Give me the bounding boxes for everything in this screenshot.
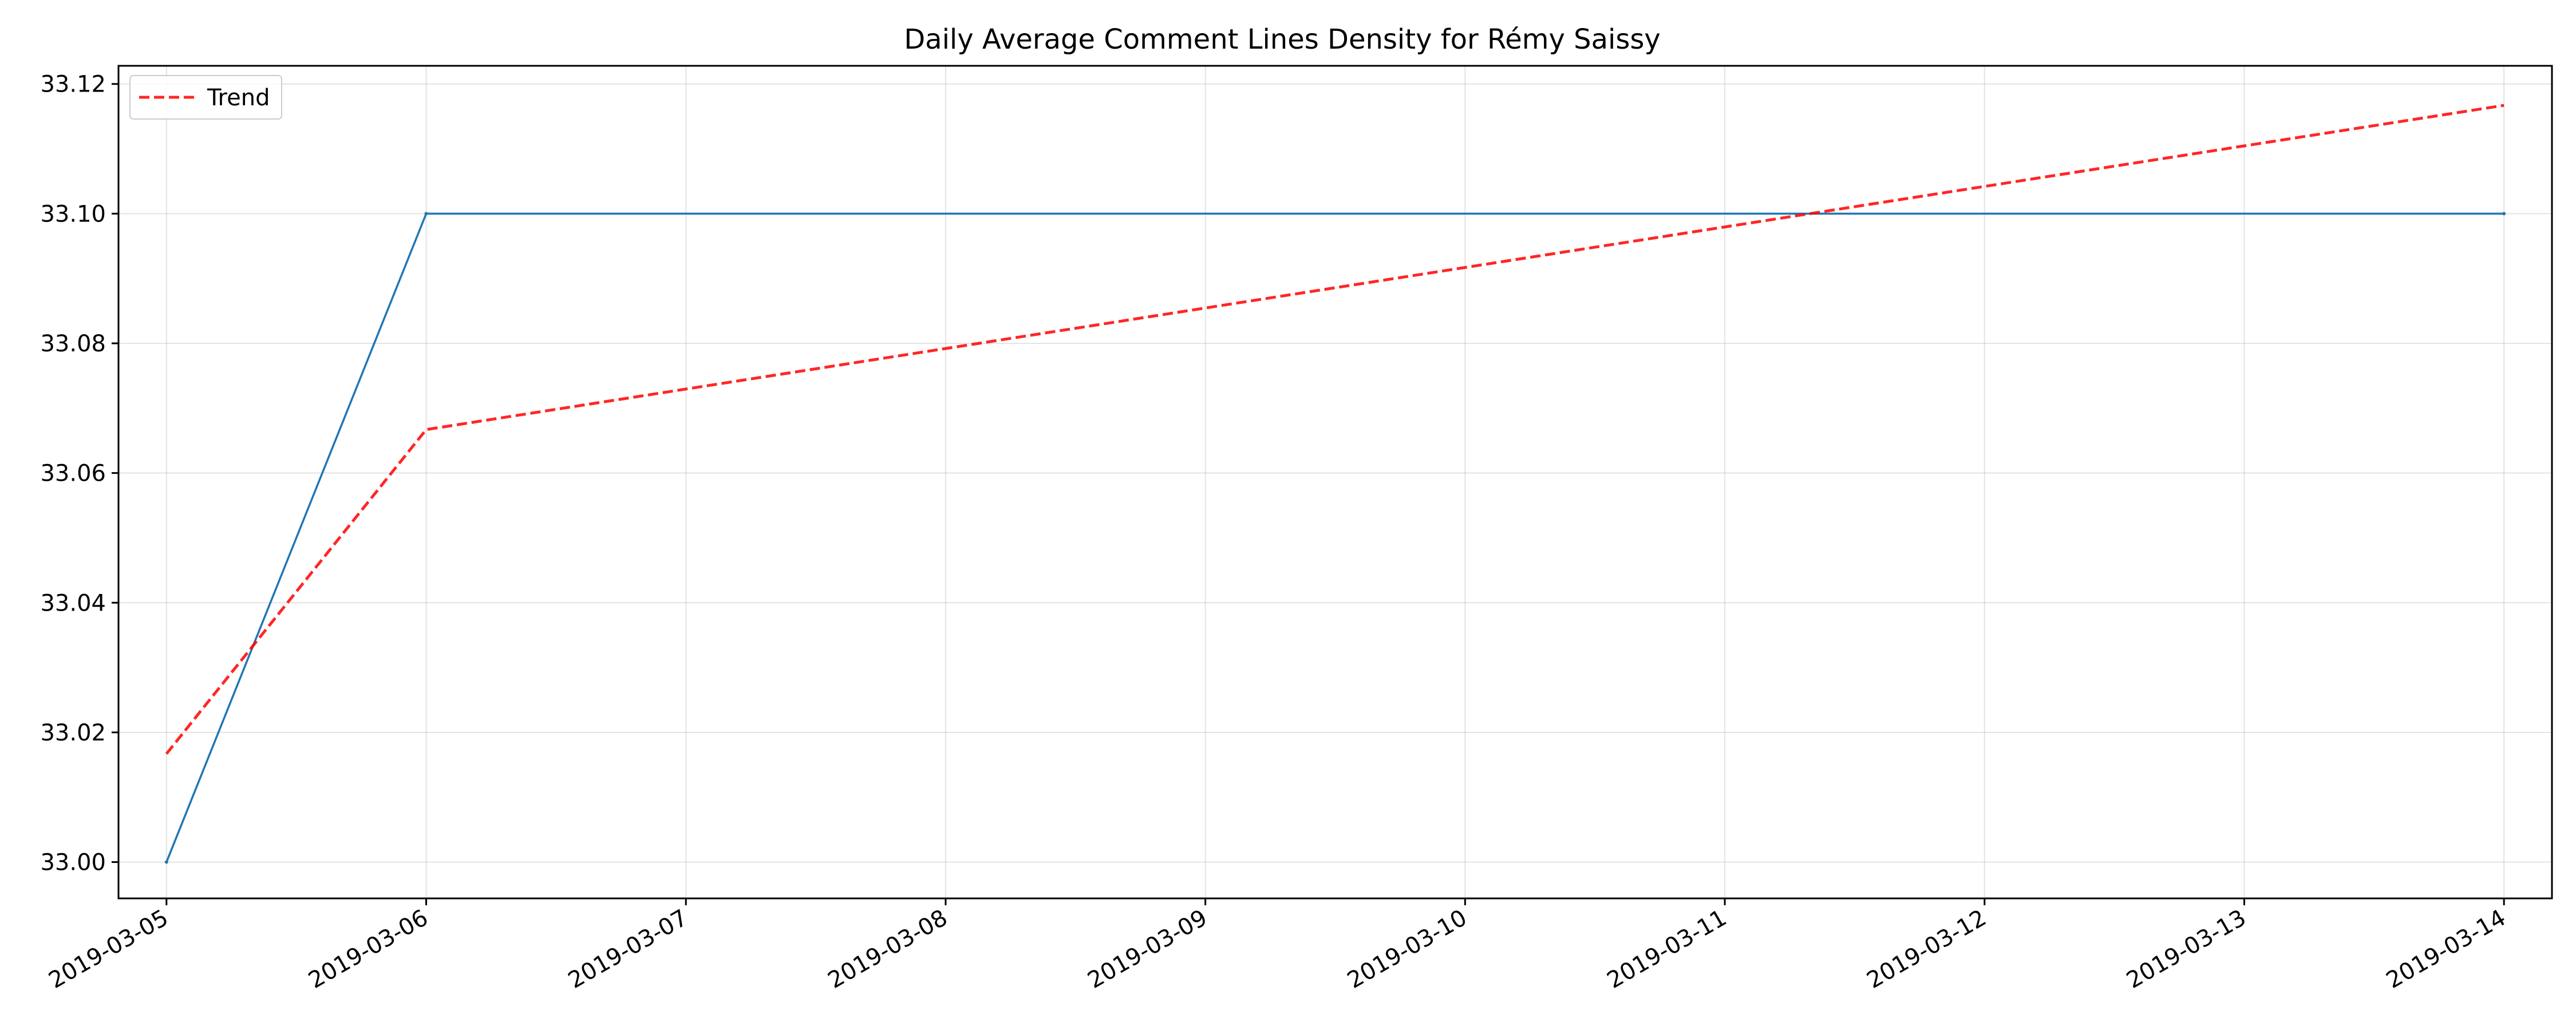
x-tick-label: 2019-03-07 xyxy=(564,905,692,994)
legend-box xyxy=(129,75,282,120)
grid xyxy=(118,66,2552,898)
y-tick-label: 33.10 xyxy=(40,201,106,227)
legend: Trend xyxy=(129,75,282,120)
y-tick-label: 33.04 xyxy=(40,590,106,616)
x-tick-label: 2019-03-11 xyxy=(1603,905,1731,994)
data-point xyxy=(424,212,428,216)
x-tick-label: 2019-03-12 xyxy=(1862,905,1990,994)
x-tick-label: 2019-03-10 xyxy=(1343,905,1471,994)
data-point xyxy=(2502,212,2506,216)
x-tick-label: 2019-03-09 xyxy=(1083,905,1211,994)
y-tick-label: 33.08 xyxy=(40,331,106,357)
trend-line xyxy=(165,104,2504,755)
x-tick-label: 2019-03-05 xyxy=(44,905,172,994)
y-tick-label: 33.12 xyxy=(40,72,106,98)
axis-ticks: 2019-03-05 2019-03-06 2019-03-07 2019-03-08… xyxy=(40,72,2510,994)
density-series-line xyxy=(165,212,2504,863)
x-tick-label: 2019-03-14 xyxy=(2382,905,2510,994)
data-point xyxy=(164,860,168,864)
x-tick-label: 2019-03-06 xyxy=(304,905,432,994)
legend-trend-label: Trend xyxy=(207,85,270,111)
axes-frame xyxy=(117,65,2553,900)
y-tick-label: 33.06 xyxy=(40,461,106,487)
x-tick-label: 2019-03-13 xyxy=(2122,905,2250,994)
x-tick-label: 2019-03-08 xyxy=(824,905,952,994)
y-tick-label: 33.02 xyxy=(40,720,106,746)
chart-title: Daily Average Comment Lines Density for … xyxy=(904,23,1661,56)
y-tick-label: 33.00 xyxy=(40,850,106,876)
series-layer xyxy=(164,104,2506,864)
